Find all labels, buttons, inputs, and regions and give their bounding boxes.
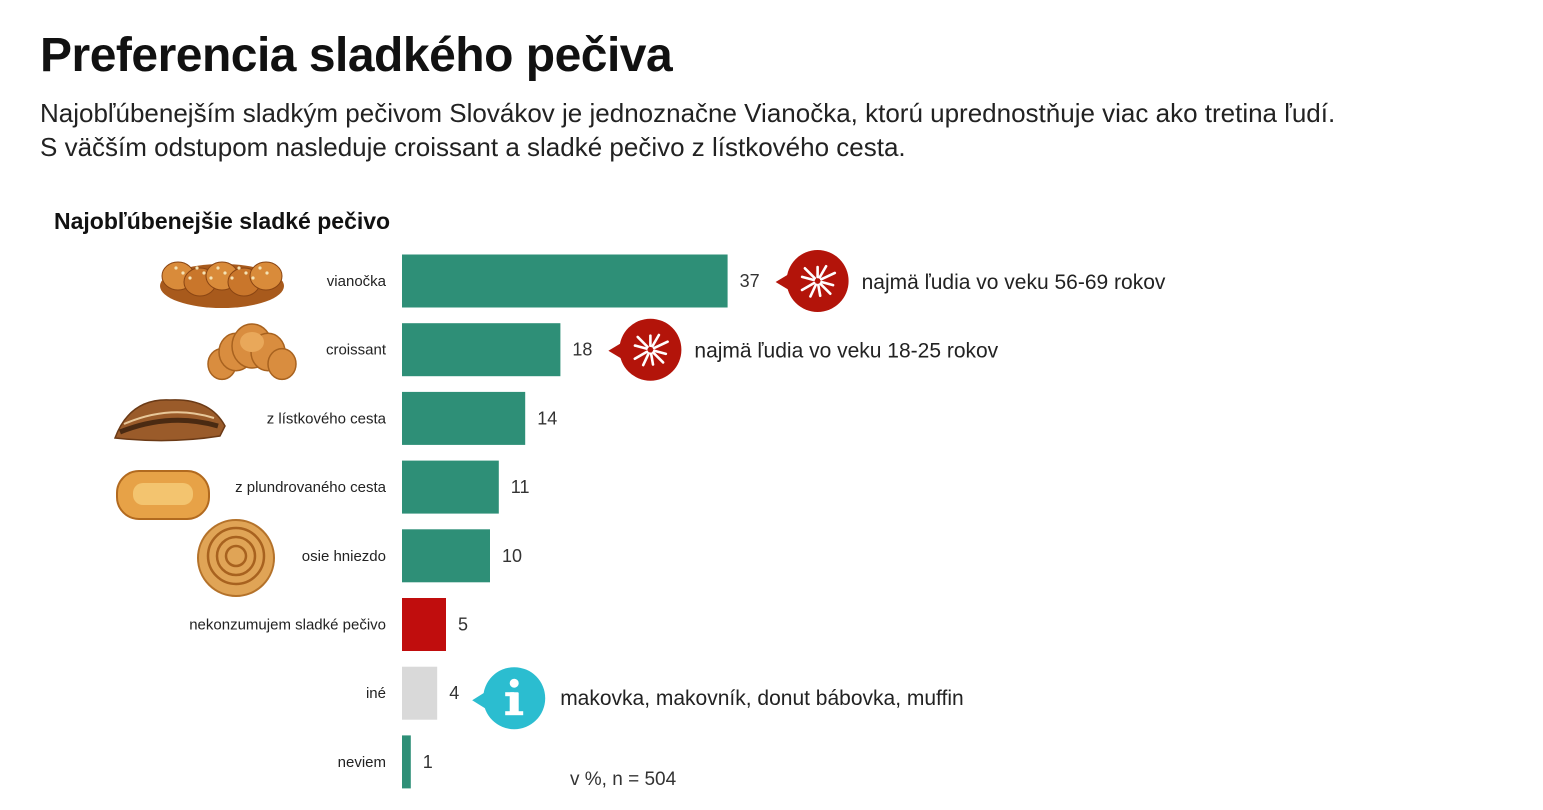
callout-circle <box>619 318 682 381</box>
burst-ray <box>636 335 649 349</box>
burst-ray <box>819 271 837 281</box>
value-label: 11 <box>511 477 530 497</box>
swirl-ring <box>206 526 266 586</box>
category-label: neviem <box>338 754 386 771</box>
subtitle-line-1: Najobľúbenejším sladkým pečivom Slovákov… <box>40 98 1336 128</box>
value-label: 10 <box>502 546 522 566</box>
category-label: z lístkového cesta <box>267 410 387 427</box>
swirl-ring <box>215 535 257 577</box>
category-label: osie hniezdo <box>302 548 386 565</box>
almond-flake <box>265 271 269 275</box>
burst-ray <box>803 266 817 280</box>
almond-flake <box>174 266 178 270</box>
almond-flake <box>188 276 192 280</box>
bar <box>402 529 490 583</box>
croissant-highlight <box>240 332 264 352</box>
category-label: croissant <box>326 342 387 359</box>
annotation-text: najmä ľudia vo veku 56-69 rokov <box>862 271 1166 294</box>
subtitle-line-2: S väčším odstupom nasleduje croissant a … <box>40 132 906 162</box>
category-label: vianočka <box>327 273 387 290</box>
danish-filling <box>133 483 193 505</box>
almond-flake <box>202 271 206 275</box>
strudel-filling <box>119 417 219 435</box>
almond-flake <box>258 266 262 270</box>
burst-icon <box>775 250 849 312</box>
footnote: v %, n = 504 <box>570 769 677 790</box>
value-label: 4 <box>449 683 459 703</box>
almond-flake <box>251 276 255 280</box>
almond-flake <box>209 276 213 280</box>
burst-ray <box>651 351 665 364</box>
burst-ray <box>818 264 828 279</box>
value-label: 5 <box>458 615 468 635</box>
bar <box>402 323 561 377</box>
burst-ray <box>800 281 816 292</box>
burst-ray <box>641 352 651 367</box>
value-label: 14 <box>537 408 557 428</box>
category-label: nekonzumujem sladké pečivo <box>189 617 386 634</box>
strudel-layer <box>123 411 215 425</box>
almond-flake <box>195 266 199 270</box>
pastry-swirl-image <box>197 519 275 597</box>
info-icon <box>472 667 546 730</box>
page-title: Preferencia sladkého pečiva <box>40 29 673 82</box>
bar <box>402 460 499 514</box>
bar <box>402 391 526 445</box>
almond-flake <box>216 266 220 270</box>
annotation-text: najmä ľudia vo veku 18-25 rokov <box>694 340 998 363</box>
category-label: iné <box>366 685 386 702</box>
annotation-text: makovka, makovník, donut bábovka, muffin <box>560 687 964 710</box>
chart-title: Najobľúbenejšie sladké pečivo <box>54 208 391 234</box>
category-label: z plundrovaného cesta <box>235 479 387 496</box>
bar-chart: vianočka 37 najmä ľudia vo veku 56-69 roko… <box>113 250 1166 789</box>
burst-icon <box>608 318 682 381</box>
swirl-ring <box>224 544 248 568</box>
almond-flake <box>181 271 185 275</box>
value-label: 1 <box>423 752 433 772</box>
bar <box>402 254 728 308</box>
almond-flake <box>223 271 227 275</box>
burst-ray <box>651 333 661 348</box>
burst-ray <box>652 349 668 356</box>
burst-ray <box>649 352 655 366</box>
danish-pastry-image <box>116 470 210 520</box>
info-dot <box>509 678 519 688</box>
value-label: 37 <box>740 271 760 291</box>
bar <box>402 598 446 651</box>
info-stem <box>509 692 519 715</box>
burst-ray <box>633 344 648 350</box>
braid-segment <box>249 261 283 291</box>
page-subtitle: Najobľúbenejším sladkým pečivom Slovákov… <box>40 96 1520 164</box>
burst-ray <box>820 280 835 287</box>
almond-flake <box>230 276 234 280</box>
info-serif-bottom <box>505 711 524 716</box>
callout-circle <box>786 250 849 312</box>
burst-ray <box>633 350 649 360</box>
almond-flake <box>237 266 241 270</box>
value-label: 18 <box>572 340 592 360</box>
bar <box>402 735 411 789</box>
croissant-image <box>207 323 297 381</box>
burst-ray <box>809 283 818 298</box>
strudel-image <box>113 399 226 442</box>
bar <box>402 666 438 720</box>
burst-ray <box>800 275 816 282</box>
croissant-segment <box>267 347 297 381</box>
braided-bread-image <box>160 261 284 308</box>
info-serif-top <box>505 692 515 697</box>
almond-flake <box>244 271 248 275</box>
burst-ray <box>652 340 669 350</box>
burst-ray <box>816 283 822 298</box>
burst-ray <box>819 282 832 296</box>
